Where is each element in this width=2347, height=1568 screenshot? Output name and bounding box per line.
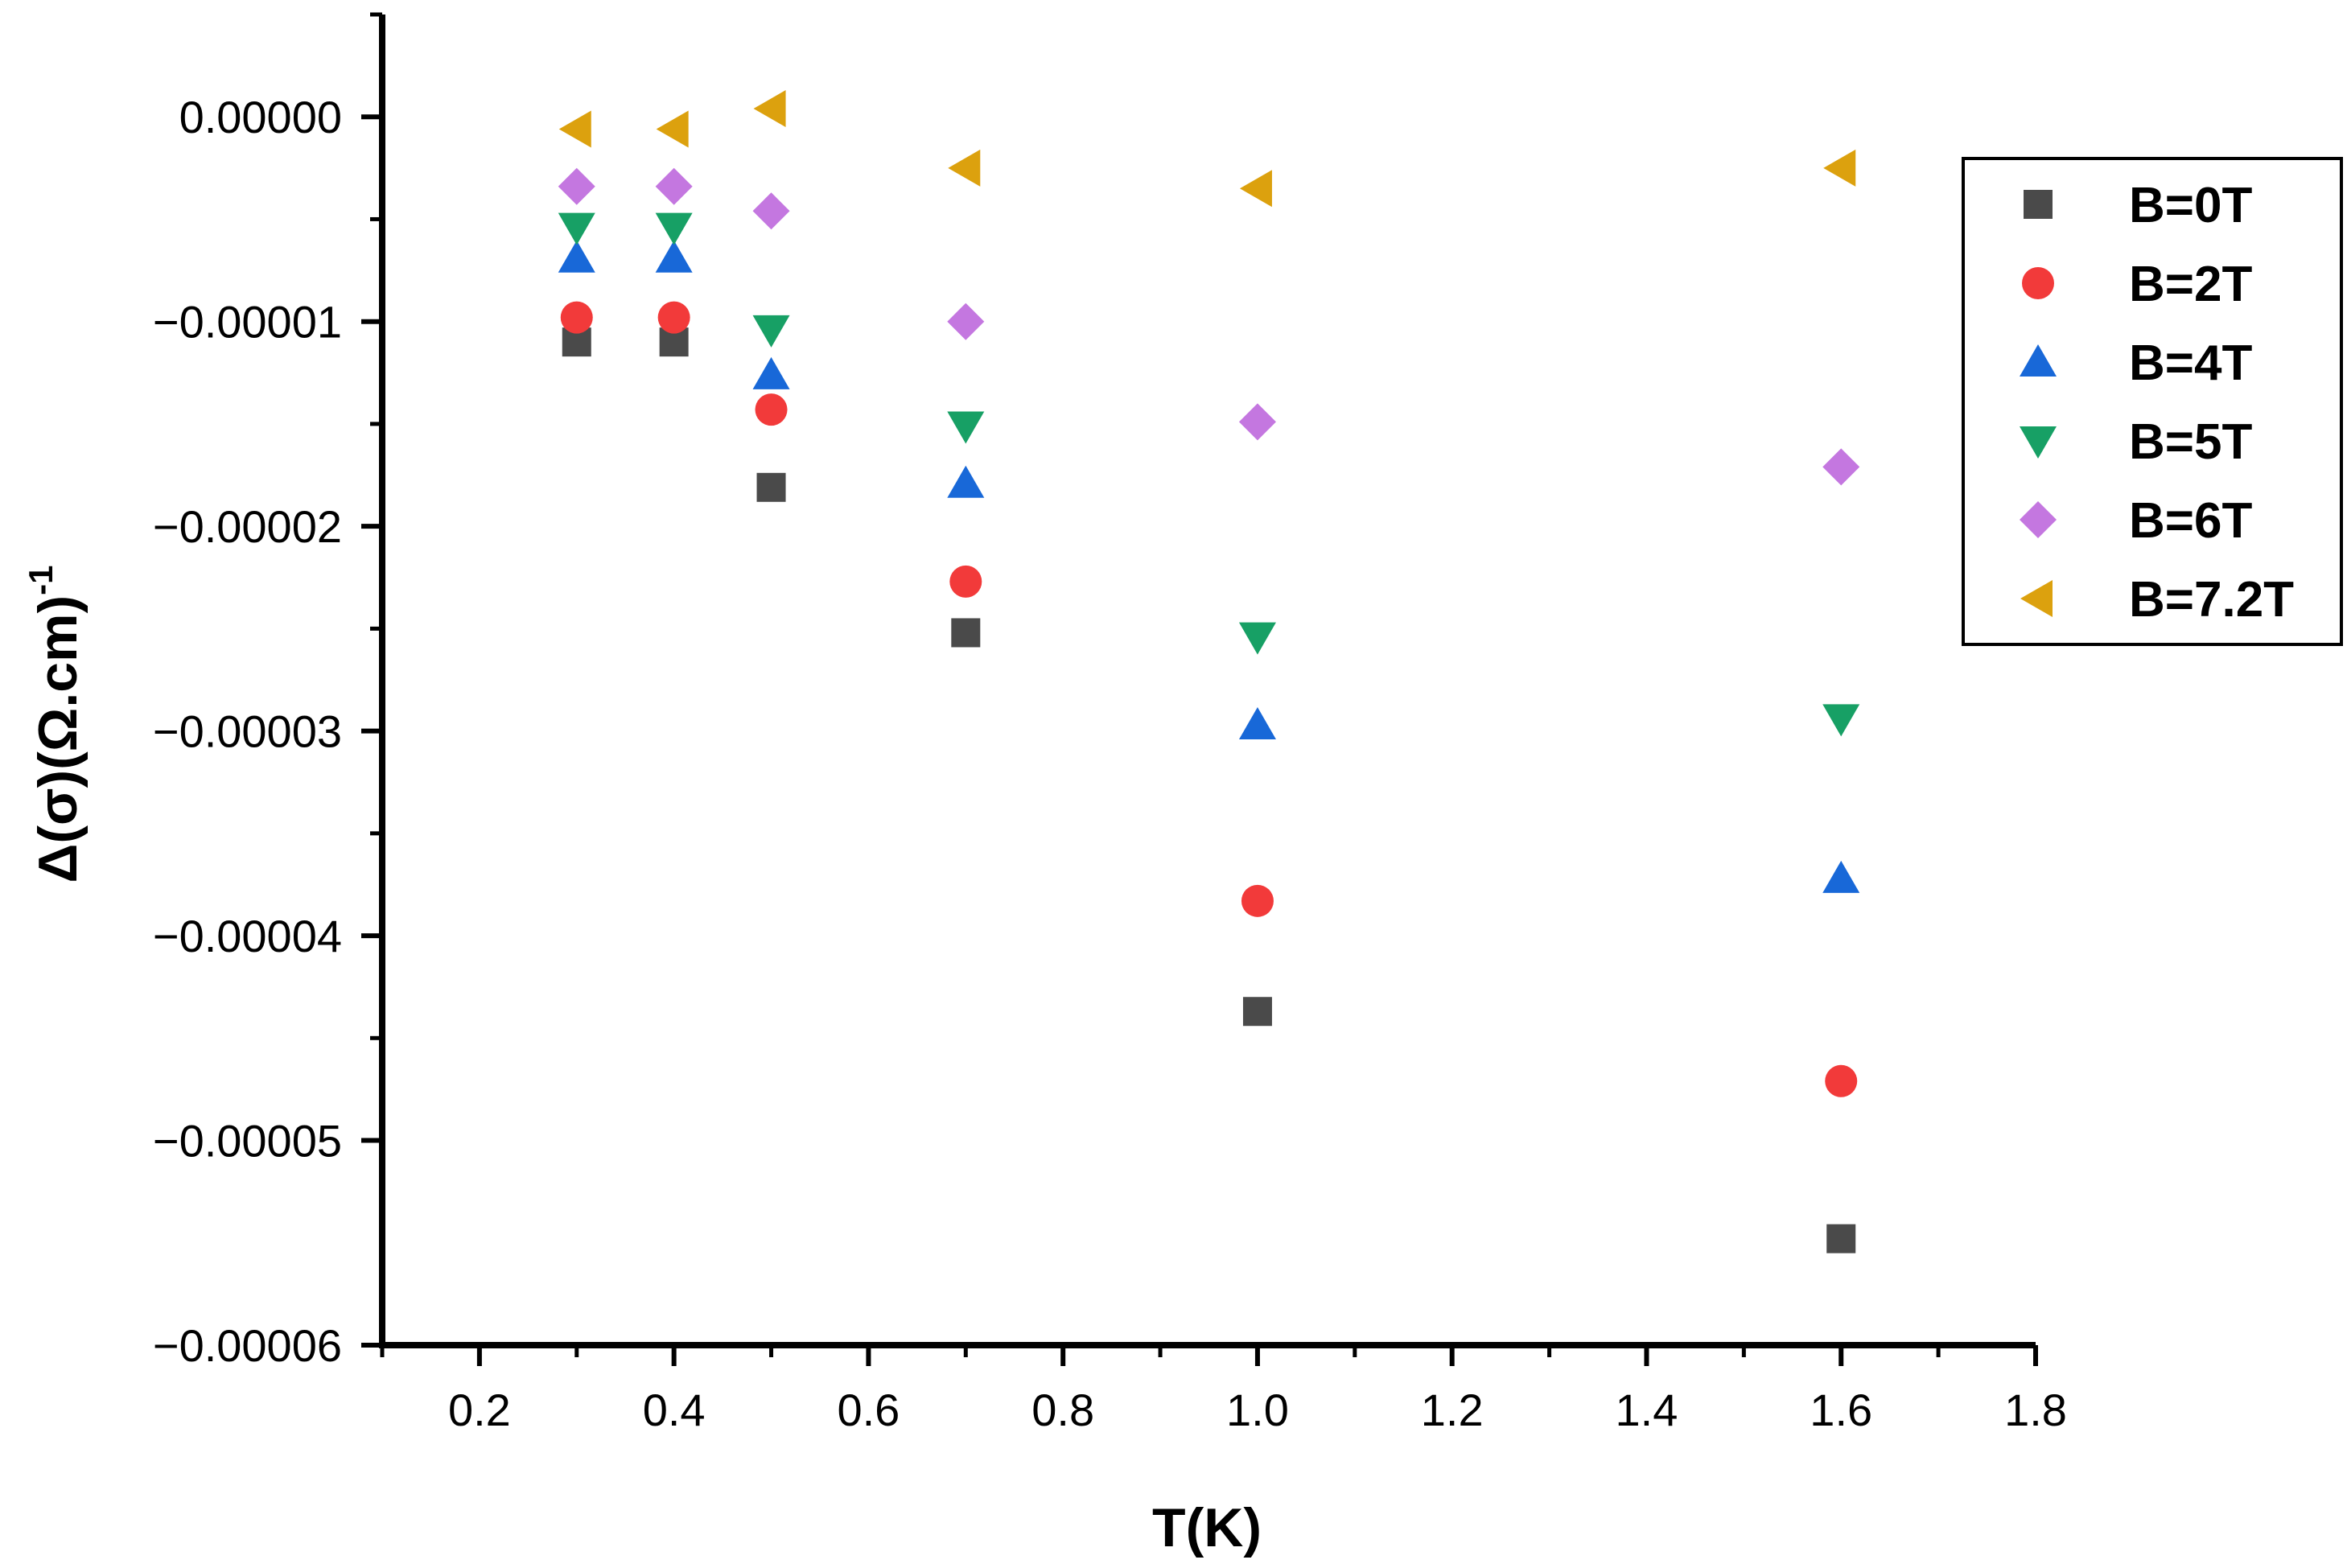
legend-label: B=4T bbox=[2129, 335, 2252, 391]
x-tick-label: 1.4 bbox=[1616, 1385, 1678, 1435]
data-point bbox=[1825, 1064, 1858, 1097]
series-b-2t bbox=[560, 301, 1858, 1097]
y-tick-label: −0.00004 bbox=[153, 911, 342, 961]
y-axis-title: Δ(σ)(Ω.cm)-1 bbox=[22, 565, 89, 883]
x-tick-label: 1.8 bbox=[2004, 1385, 2067, 1435]
data-point bbox=[1822, 448, 1860, 486]
x-tick-label: 0.8 bbox=[1031, 1385, 1094, 1435]
y-tick-label: 0.00000 bbox=[179, 92, 342, 142]
series-b-6t bbox=[558, 167, 1860, 486]
x-tick-label: 0.6 bbox=[837, 1385, 900, 1435]
data-point bbox=[1822, 860, 1860, 893]
y-tick-label: −0.00001 bbox=[153, 297, 342, 348]
data-point bbox=[558, 212, 595, 245]
data-point bbox=[1238, 706, 1276, 739]
legend-marker bbox=[2020, 426, 2057, 459]
axes-layer: 0.2 0.4 0.6 0.8 1.0 1.2 1.4 1.6 1.8 0.00000 −0.000… bbox=[153, 12, 2067, 1435]
data-point bbox=[948, 149, 981, 187]
data-point bbox=[560, 301, 593, 334]
legend: B=0T B=2T B=4T B=5T B=6T B=7.2T bbox=[1962, 157, 2343, 646]
legend-frame bbox=[1962, 157, 2343, 646]
data-point bbox=[752, 315, 790, 348]
data-point bbox=[947, 465, 985, 498]
legend-marker bbox=[2022, 267, 2054, 299]
y-axis-title-superscript: -1 bbox=[22, 565, 60, 595]
series-b-7-2t bbox=[558, 90, 1856, 208]
legend-marker bbox=[2024, 190, 2053, 219]
data-point bbox=[655, 167, 693, 205]
series-b-0t bbox=[562, 327, 1856, 1253]
x-tick-label: 1.2 bbox=[1421, 1385, 1484, 1435]
data-point bbox=[1826, 1224, 1856, 1253]
data-point bbox=[753, 90, 786, 128]
legend-marker bbox=[2020, 501, 2057, 538]
data-point bbox=[1239, 170, 1272, 208]
legend-label: B=6T bbox=[2129, 493, 2252, 549]
data-point bbox=[752, 356, 790, 389]
y-tick-label: −0.00002 bbox=[153, 501, 342, 552]
data-points-layer bbox=[558, 90, 1860, 1253]
data-point bbox=[752, 192, 790, 230]
data-point bbox=[756, 472, 786, 502]
x-axis-title: T(K) bbox=[1152, 1497, 1262, 1558]
legend-marker bbox=[2020, 344, 2057, 377]
data-point bbox=[1823, 149, 1856, 187]
y-tick-label: −0.00005 bbox=[153, 1116, 342, 1167]
data-point bbox=[947, 411, 985, 444]
legend-marker bbox=[2020, 580, 2053, 617]
data-point bbox=[656, 110, 689, 148]
data-point bbox=[1822, 704, 1860, 737]
x-tick-label: 1.0 bbox=[1226, 1385, 1289, 1435]
data-point bbox=[1238, 403, 1276, 441]
data-point bbox=[951, 618, 981, 648]
y-axis-title-main: Δ(σ)(Ω.cm) bbox=[27, 595, 89, 883]
data-point bbox=[1238, 622, 1276, 655]
data-point bbox=[1241, 884, 1274, 917]
x-tick-label: 1.6 bbox=[1810, 1385, 1872, 1435]
legend-label: B=0T bbox=[2129, 178, 2252, 233]
y-tick-label: −0.00006 bbox=[153, 1320, 342, 1371]
data-point bbox=[657, 301, 690, 334]
series-b-4t bbox=[558, 240, 1860, 893]
x-tick-label: 0.2 bbox=[448, 1385, 511, 1435]
data-point bbox=[655, 240, 693, 273]
y-tick-label: −0.00003 bbox=[153, 706, 342, 757]
legend-label: B=7.2T bbox=[2129, 572, 2294, 628]
data-point bbox=[947, 302, 985, 340]
data-point bbox=[655, 212, 693, 245]
data-point bbox=[949, 565, 982, 598]
x-tick-label: 0.4 bbox=[643, 1385, 706, 1435]
data-point bbox=[558, 240, 595, 273]
data-point bbox=[558, 167, 595, 205]
data-point bbox=[558, 110, 591, 148]
data-point bbox=[755, 393, 788, 426]
data-point bbox=[1242, 997, 1272, 1027]
legend-label: B=2T bbox=[2129, 257, 2252, 312]
series-b-5t bbox=[558, 212, 1860, 737]
legend-label: B=5T bbox=[2129, 414, 2252, 470]
